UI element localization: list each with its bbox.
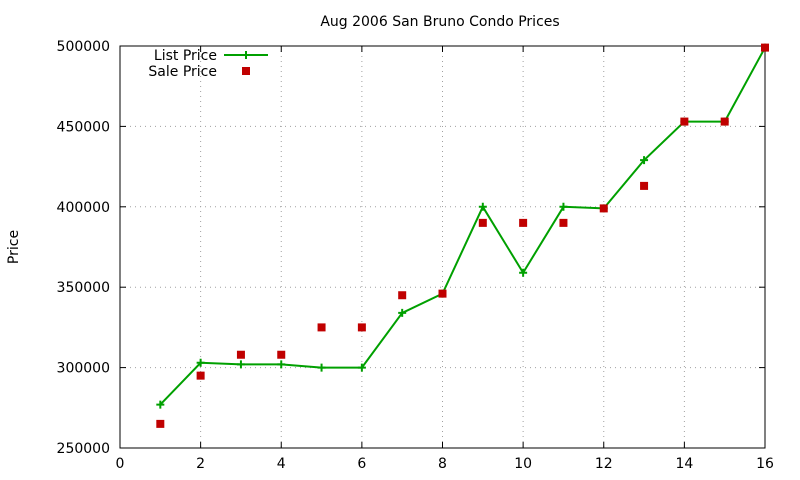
sale-price-point [398, 291, 407, 300]
x-tick-label: 4 [277, 456, 286, 472]
sale-price-point [640, 181, 649, 190]
sale-price-point [317, 323, 326, 332]
y-axis-label: Price [6, 230, 22, 264]
list-price-point [559, 202, 568, 211]
x-tick-label: 14 [675, 456, 693, 472]
x-tick-label: 10 [514, 456, 532, 472]
y-tick-label: 500000 [57, 39, 110, 55]
sale-price-point [680, 117, 689, 126]
chart-title: Aug 2006 San Bruno Condo Prices [320, 14, 559, 30]
x-tick-label: 0 [116, 456, 125, 472]
sale-price-point [196, 371, 205, 380]
sale-price-point [519, 218, 528, 227]
x-tick-label: 8 [438, 456, 447, 472]
list-price-point [277, 360, 286, 369]
y-tick-label: 300000 [57, 361, 110, 377]
sale-price-point [277, 350, 286, 359]
y-tick-label: 400000 [57, 200, 110, 216]
series-sale-price [156, 43, 769, 428]
x-tick-label: 12 [595, 456, 613, 472]
list-price-point [478, 202, 487, 211]
y-tick-label: 450000 [57, 119, 110, 135]
sale-price-point [599, 204, 608, 213]
legend-marker [242, 51, 250, 59]
list-price-point [357, 363, 366, 372]
tick-labels: 0 2 4 6 8 10 12 14 16 250000 300000 350000 400000 450… [57, 39, 774, 472]
axes [119, 45, 766, 449]
list-price-point [196, 358, 205, 367]
sale-price-point [761, 43, 769, 52]
legend-label: List Price [154, 48, 217, 64]
legend-marker [242, 67, 250, 75]
x-tick-label: 2 [196, 456, 205, 472]
x-tick-label: 16 [756, 456, 774, 472]
y-tick-label: 350000 [57, 280, 110, 296]
sale-price-point [357, 323, 366, 332]
y-tick-label: 250000 [57, 441, 110, 457]
sale-price-point [478, 218, 487, 227]
x-tick-label: 6 [357, 456, 366, 472]
list-price-line [159, 47, 766, 406]
list-price-point [317, 363, 326, 372]
list-price-point [640, 156, 649, 165]
sale-price-point [236, 350, 245, 359]
series-list-price [156, 43, 769, 409]
sale-price-point [438, 289, 447, 298]
list-price-point [519, 268, 528, 277]
plot-area [156, 43, 769, 428]
sale-price-point [156, 419, 165, 428]
list-price-point [398, 308, 407, 317]
legend-label: Sale Price [148, 64, 217, 80]
list-price-point [156, 400, 165, 409]
list-price-point [236, 360, 245, 369]
sale-price-point [720, 117, 729, 126]
sale-price-point [559, 218, 568, 227]
grid-lines [120, 46, 765, 448]
